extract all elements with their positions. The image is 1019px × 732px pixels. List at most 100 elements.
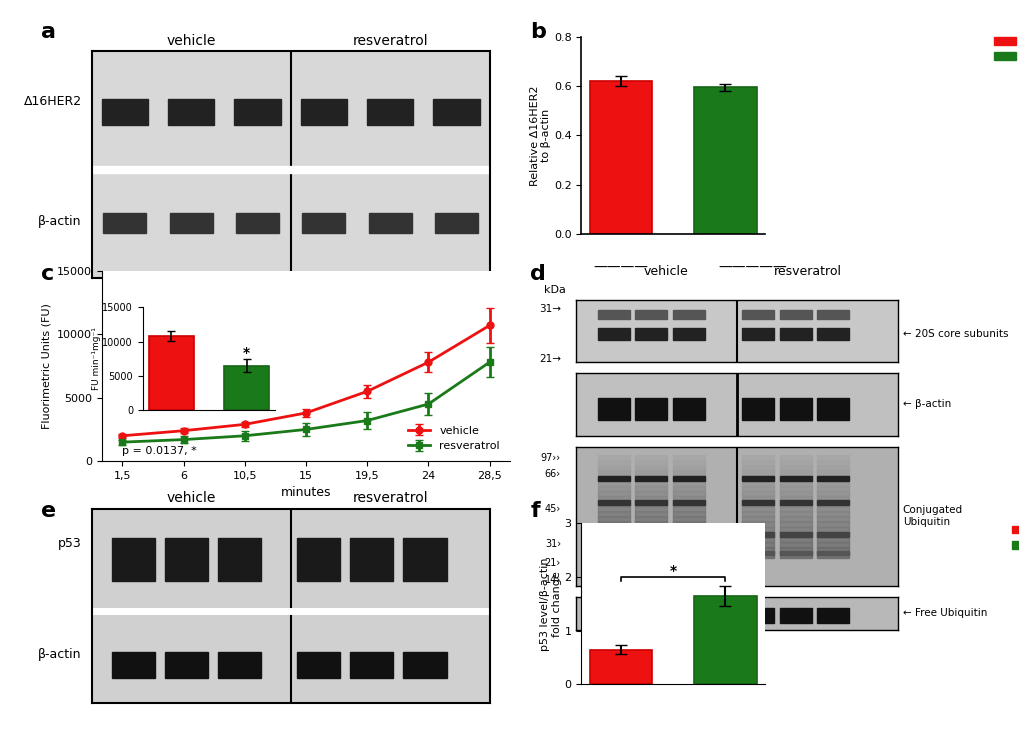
Legend: vehicle, resveratrol: vehicle, resveratrol [988,32,1019,67]
Bar [742,551,773,555]
Bar [779,496,811,501]
Bar [635,398,666,420]
Bar [597,460,629,466]
Text: *: * [243,346,250,359]
Bar [816,398,849,420]
Bar [673,476,704,482]
Bar [693,596,756,684]
Bar [635,460,666,466]
Bar [635,537,666,542]
Bar [742,465,773,471]
Bar [673,455,704,460]
Bar [779,506,811,512]
Bar [673,310,704,319]
Bar [742,532,773,537]
Bar [635,465,666,471]
Bar [433,100,479,125]
Bar [742,490,773,496]
Bar [673,500,704,505]
Bar [635,480,666,486]
Bar [742,542,773,548]
Bar [597,531,629,537]
Bar [597,501,629,507]
Bar [234,100,280,125]
Text: resveratrol: resveratrol [352,34,428,48]
Bar [597,521,629,527]
Bar [742,516,773,522]
Bar [165,651,208,679]
Bar [742,328,773,340]
Bar [597,475,629,481]
Bar [779,485,811,491]
Bar [597,547,629,553]
Bar [816,551,849,555]
Text: vehicle: vehicle [166,34,216,48]
Bar [597,608,629,623]
Text: ← Free Ubiquitin: ← Free Ubiquitin [902,608,986,618]
Bar [635,532,666,537]
Bar [217,651,261,679]
Text: 31→: 31→ [538,305,560,315]
Bar [779,310,811,319]
Bar [635,542,666,548]
Bar [597,516,629,522]
Bar [111,651,155,679]
Bar [816,480,849,486]
Bar [597,398,629,420]
Bar [673,496,704,501]
Bar [673,511,704,517]
Bar [635,551,666,555]
Bar [635,310,666,319]
Bar [302,213,345,233]
Bar [816,537,849,542]
Text: β-actin: β-actin [38,648,82,661]
Bar [298,538,340,581]
Bar [779,328,811,340]
Bar [742,475,773,481]
Bar [779,511,811,517]
Bar [597,511,629,517]
Bar [635,328,666,340]
Bar [742,501,773,507]
Bar [816,542,849,548]
Bar [816,485,849,491]
Bar [742,476,773,482]
Bar [673,485,704,491]
Bar [779,552,811,558]
Text: kDa: kDa [544,285,566,295]
Bar [673,480,704,486]
Bar [779,526,811,532]
Bar [597,532,629,537]
Bar [673,475,704,481]
Bar [816,531,849,537]
Bar [742,531,773,537]
Text: resveratrol: resveratrol [772,265,841,278]
Bar [235,213,279,233]
Text: vehicle: vehicle [643,265,688,278]
Bar [816,328,849,340]
Bar [635,501,666,507]
Text: 14›: 14› [544,575,560,585]
Text: *: * [669,564,676,578]
X-axis label: minutes: minutes [280,487,331,499]
Bar [597,506,629,512]
Bar [816,516,849,522]
Bar [742,485,773,491]
Bar [673,490,704,496]
Text: 21→: 21→ [538,354,560,365]
Bar [673,532,704,537]
Bar [673,608,704,623]
Bar [816,511,849,517]
Bar [779,551,811,555]
Bar [635,490,666,496]
Bar [169,213,213,233]
Bar [165,538,208,581]
Bar [351,538,393,581]
Bar [673,398,704,420]
Bar [224,365,269,410]
Bar [168,100,214,125]
Bar [816,521,849,527]
Text: Δ16HER2: Δ16HER2 [23,94,82,108]
Bar [635,496,666,501]
Text: f: f [530,501,539,521]
